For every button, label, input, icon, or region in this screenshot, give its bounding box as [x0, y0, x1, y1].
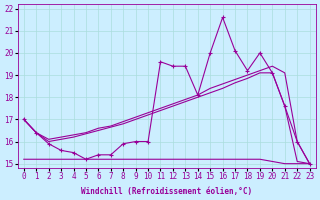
X-axis label: Windchill (Refroidissement éolien,°C): Windchill (Refroidissement éolien,°C): [81, 187, 252, 196]
